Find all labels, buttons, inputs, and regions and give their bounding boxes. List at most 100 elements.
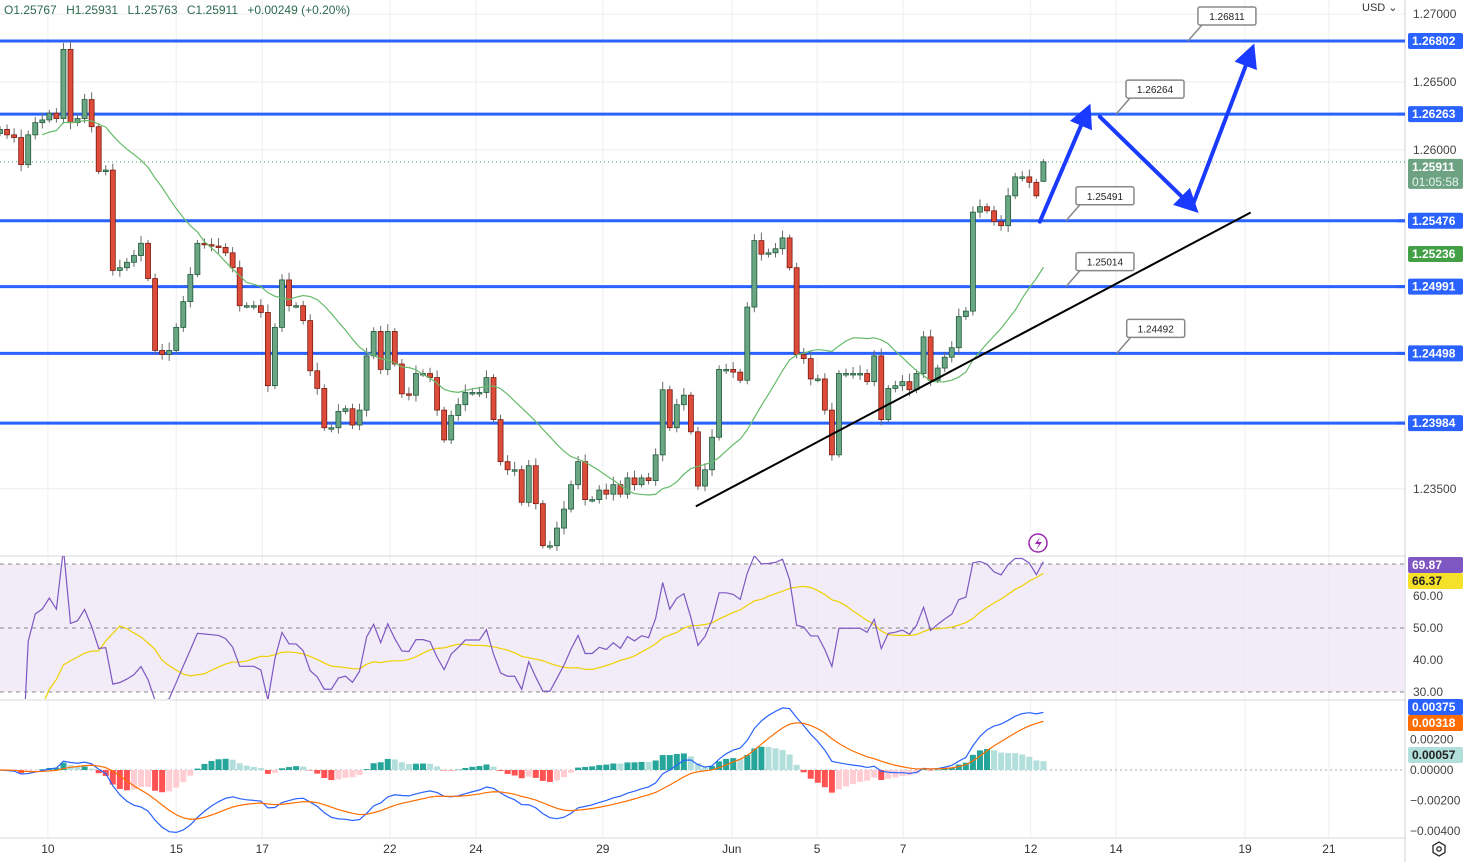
currency-selector[interactable]: USD ⌄ [1360,1,1400,14]
price-tick-label: 1.27000 [1413,7,1457,21]
candle [786,237,793,269]
macd-histogram-bar [441,770,448,771]
candle [131,255,137,263]
macd-histogram-bar [969,754,976,770]
currency-label: USD [1362,2,1386,14]
candle [328,427,335,430]
candle [948,347,955,358]
candle [878,355,885,420]
candle [864,373,871,383]
macd-tick-label: −0.00200 [1410,794,1461,808]
candle [638,477,645,486]
macd-histogram-bar [145,770,152,787]
candle [539,503,546,547]
ohlc-change: +0.00249 (+0.20%) [247,3,351,17]
candle [962,310,969,317]
macd-histogram-bar [293,766,300,770]
candle [257,305,264,313]
candle [11,134,18,138]
candle [159,350,166,355]
candle [991,210,997,223]
rsi-pane [0,556,1405,699]
price-tick-label: 1.26500 [1413,75,1457,89]
macd-histogram-bar [173,770,180,788]
macd-histogram-bar [229,759,236,770]
macd-histogram-bar [920,769,927,771]
candle [342,408,349,412]
macd-histogram-bar [779,749,786,770]
settings-icon[interactable] [1430,840,1448,858]
macd-histogram-bar [434,766,441,770]
candle [857,373,863,376]
candle [349,408,356,426]
callout-label: 1.25491 [1087,192,1124,203]
candle [800,354,807,359]
macd-histogram-bar [138,770,144,787]
macd-histogram-bar [222,758,229,770]
candle [60,49,67,119]
macd-histogram-bar [532,770,539,778]
candle [843,373,849,376]
current-price-tag [1408,158,1463,189]
macd-histogram-bar [53,767,60,770]
candle [0,129,3,134]
level-price-label: 1.25476 [1412,214,1456,228]
macd-histogram-bar [568,770,575,773]
macd-histogram-bar [194,768,201,770]
macd-histogram-bar [800,770,807,773]
macd-histogram-bar [483,764,490,770]
time-tick-label: 17 [256,842,270,856]
macd-value-label-tag [1408,699,1463,715]
level-price-label: 1.26263 [1412,107,1456,121]
candle [631,477,638,486]
candle [469,392,476,395]
candle [490,377,497,420]
candle [455,404,462,416]
candle [279,279,285,328]
candle [970,211,976,312]
candle [46,112,53,121]
ohlc-high: H1.25931 [66,3,119,17]
macd-histogram-bar [279,768,285,770]
candle [610,484,617,495]
candle [173,326,180,351]
price-axis: 1.27000 1.26500 1.26000 1.23500 1.26802 1.262… [1397,0,1467,862]
candle [18,137,25,166]
macd-histogram-bar [765,746,772,770]
level-price-label-tag [1408,345,1463,362]
macd-histogram-bar [984,749,990,770]
macd-histogram-bar [187,770,194,776]
macd-histogram-bar [772,748,779,770]
lightning-icon [1028,533,1048,553]
candle [892,385,899,389]
rsi-tick-label: 30.00 [1413,685,1443,699]
candle [95,126,102,172]
level-price-label: 1.24991 [1412,280,1456,294]
rsi-value-label: 69.87 [1412,558,1442,572]
candle [462,392,469,406]
candle [391,331,398,365]
callout-box [1075,186,1135,206]
macd-histogram-bar [420,763,426,770]
candle [941,356,948,369]
rsi-tick-label: 40.00 [1413,653,1443,667]
candle [321,388,328,429]
macd-histogram-bar [744,754,751,770]
callout-label: 1.26264 [1137,85,1174,96]
time-tick-label: 22 [383,842,397,856]
candle [32,122,39,136]
candle [180,301,187,328]
time-tick-label: 5 [814,842,821,856]
macd-histogram-bar [300,766,307,770]
candle [779,237,786,250]
macd-histogram-bar [941,768,948,770]
candle [977,206,983,213]
macd-histogram-bar [264,770,271,774]
macd-histogram-bar [81,766,88,770]
candle [286,279,292,307]
macd-histogram-bar [624,762,631,770]
candle [673,404,680,429]
candle [547,545,553,548]
time-axis: 10 15 17 22 24 29 Jun 5 7 12 14 19 21 [41,842,1336,856]
